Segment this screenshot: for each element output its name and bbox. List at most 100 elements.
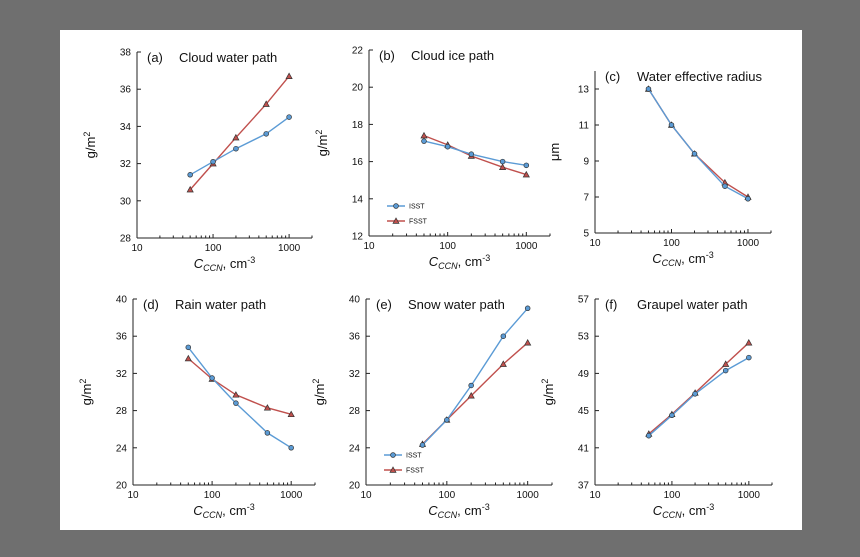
x-tick-label: 1000 bbox=[738, 490, 761, 501]
panel-title: Graupel water path bbox=[637, 297, 748, 312]
y-tick-label: 16 bbox=[352, 157, 364, 168]
data-point-isst bbox=[419, 442, 426, 448]
data-point-isst bbox=[421, 138, 427, 144]
data-point-isst bbox=[233, 145, 239, 152]
data-point-isst bbox=[468, 382, 474, 389]
data-point-isst bbox=[210, 158, 216, 165]
y-tick-label: 36 bbox=[116, 332, 128, 343]
x-axis-label: CCCN, cm-3 bbox=[429, 253, 490, 271]
panel-title: Cloud ice path bbox=[411, 48, 494, 63]
y-tick-label: 40 bbox=[349, 295, 361, 306]
x-axis-label-sup: -3 bbox=[247, 502, 255, 512]
y-axis-label: g/m2 bbox=[314, 130, 330, 157]
x-tick-label: 10 bbox=[589, 238, 601, 249]
y-tick-label: 38 bbox=[120, 48, 132, 59]
x-axis-label-main: C bbox=[429, 254, 439, 269]
y-tick-label: 20 bbox=[116, 481, 128, 492]
data-point-isst bbox=[669, 412, 675, 419]
data-point-isst bbox=[288, 445, 294, 451]
data-point-fsst bbox=[499, 163, 507, 170]
y-tick-label: 28 bbox=[349, 406, 361, 417]
legend-marker-fsst bbox=[392, 217, 400, 224]
data-point-fsst bbox=[184, 354, 192, 362]
data-point-fsst bbox=[524, 338, 532, 346]
data-point-fsst bbox=[499, 360, 507, 367]
x-axis-label-main: C bbox=[652, 251, 662, 266]
y-tick-label: 57 bbox=[578, 295, 590, 306]
y-tick-label: 36 bbox=[120, 85, 132, 96]
x-axis-label: CCCN, cm-3 bbox=[194, 255, 255, 273]
x-axis-label: CCCN, cm-3 bbox=[653, 502, 714, 520]
y-tick-label: 20 bbox=[349, 481, 361, 492]
x-axis-label-sup: -3 bbox=[482, 502, 490, 512]
y-tick-label: 32 bbox=[349, 369, 361, 380]
data-point-isst bbox=[444, 417, 450, 423]
y-tick-label: 28 bbox=[120, 234, 132, 245]
x-tick-label: 10 bbox=[360, 490, 372, 501]
y-axis-label: g/m2 bbox=[82, 132, 98, 159]
y-tick-label: 24 bbox=[116, 443, 128, 454]
x-axis-label-suffix: , cm bbox=[458, 254, 483, 269]
y-tick-label: 14 bbox=[352, 194, 364, 205]
legend-label-isst: ISST bbox=[406, 453, 422, 460]
y-tick-label: 22 bbox=[352, 46, 364, 57]
data-point-isst bbox=[185, 344, 192, 351]
y-tick-label: 41 bbox=[578, 443, 590, 454]
data-point-fsst bbox=[263, 404, 271, 411]
y-tick-label: 45 bbox=[578, 406, 590, 417]
x-tick-label: 100 bbox=[205, 243, 222, 254]
x-axis-label: CCCN, cm-3 bbox=[193, 502, 254, 520]
x-axis-label: CCCN, cm-3 bbox=[428, 502, 489, 520]
panel-title: Snow water path bbox=[408, 297, 505, 312]
data-point-isst bbox=[668, 122, 675, 128]
panel-label: (f) bbox=[605, 297, 617, 312]
data-point-isst bbox=[209, 375, 215, 381]
x-axis-label-main: C bbox=[653, 503, 663, 518]
x-axis-label-sup: -3 bbox=[706, 250, 714, 260]
chart-panel-c: 5 7 9 11 13 10 100 1000 (c) Water effective radiu… bbox=[547, 69, 772, 268]
panel-title: Water effective radius bbox=[637, 69, 762, 84]
data-point-isst bbox=[187, 172, 193, 178]
panel-label: (e) bbox=[376, 297, 392, 312]
legend-label-isst: ISST bbox=[409, 204, 425, 211]
x-tick-label: 10 bbox=[363, 241, 375, 252]
x-tick-label: 1000 bbox=[517, 490, 540, 501]
panel-label: (c) bbox=[605, 69, 620, 84]
y-tick-label: 12 bbox=[352, 232, 364, 243]
x-tick-label: 10 bbox=[589, 490, 601, 501]
y-tick-label: 18 bbox=[352, 120, 364, 131]
legend-marker-isst bbox=[390, 452, 396, 458]
y-tick-label: 49 bbox=[578, 369, 590, 380]
x-axis-label-main: C bbox=[194, 256, 204, 271]
data-point-fsst bbox=[522, 170, 530, 178]
data-point-isst bbox=[468, 151, 475, 157]
chart-panel-e: 20 24 28 32 36 40 10 100 1000 (e) Snow water path g… bbox=[311, 295, 553, 520]
y-tick-label: 9 bbox=[583, 157, 589, 168]
x-axis-label: CCCN, cm-3 bbox=[652, 250, 713, 268]
panel-label: (d) bbox=[143, 297, 159, 312]
data-point-isst bbox=[444, 143, 451, 150]
x-tick-label: 100 bbox=[663, 238, 680, 249]
data-point-isst bbox=[645, 86, 652, 92]
y-axis-label-sup: 2 bbox=[314, 130, 324, 135]
panel-label: (b) bbox=[379, 48, 395, 63]
data-point-fsst bbox=[285, 72, 293, 79]
x-axis-label-suffix: , cm bbox=[222, 503, 247, 518]
panels: 28 30 32 34 36 38 10 100 1000 (a) Cloud water path… bbox=[78, 46, 773, 520]
data-point-isst bbox=[263, 131, 269, 137]
data-point-isst bbox=[499, 158, 506, 165]
x-axis-label-sub: CCN bbox=[203, 510, 223, 520]
x-axis-label-sub: CCN bbox=[203, 263, 223, 273]
x-axis-label-suffix: , cm bbox=[681, 251, 706, 266]
data-point-isst bbox=[722, 183, 728, 189]
panel-title: Rain water path bbox=[175, 297, 266, 312]
y-axis-label: μm bbox=[547, 143, 562, 161]
data-point-fsst bbox=[745, 338, 753, 346]
x-axis-label-sub: CCN bbox=[438, 261, 458, 271]
data-point-isst bbox=[233, 400, 239, 406]
data-point-fsst bbox=[287, 410, 295, 418]
x-axis-label-sup: -3 bbox=[482, 253, 490, 263]
x-tick-label: 1000 bbox=[280, 490, 303, 501]
y-tick-label: 40 bbox=[116, 295, 128, 306]
